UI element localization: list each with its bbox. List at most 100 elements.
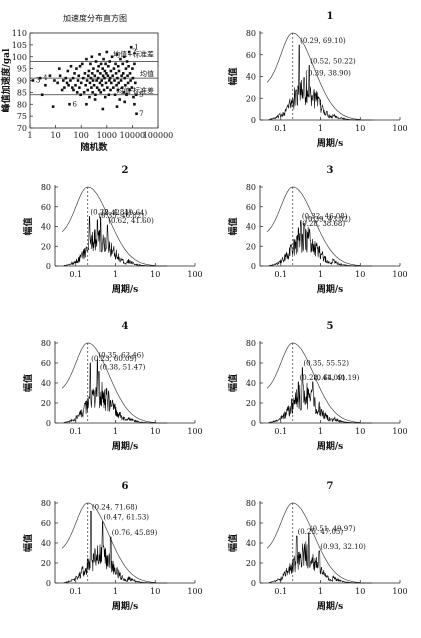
y-tick-label: 70 <box>17 124 27 133</box>
scatter-point <box>93 98 97 101</box>
y-tick-label: 80 <box>246 499 256 508</box>
y-tick-label: 80 <box>246 29 256 38</box>
scatter-point <box>85 79 89 82</box>
y-axis-label: 幅值 <box>22 217 34 235</box>
x-tick-label: 1 <box>318 427 323 436</box>
scatter-point <box>113 79 116 82</box>
y-tick-label: 40 <box>41 223 51 232</box>
reference-line-label: 均值+标准差 <box>113 50 154 59</box>
scatter-point <box>89 62 92 66</box>
scatter-point <box>87 74 90 78</box>
y-axis-label: 幅值 <box>22 374 34 392</box>
y-tick-label: 105 <box>12 41 27 50</box>
peak-annotation: (0.35, 63.46) <box>98 352 144 360</box>
scatter-point <box>85 57 88 61</box>
scatter-point <box>101 74 105 78</box>
scatter-point <box>121 62 125 66</box>
scatter-point <box>103 76 106 80</box>
peak-annotation: (0.64, 41.19) <box>314 374 360 382</box>
y-tick-label: 60 <box>41 519 51 528</box>
peak-annotation: (0.22, 4.81) <box>90 209 131 217</box>
y-tick-label: 80 <box>41 339 51 348</box>
peak-annotation: (0.93, 32.10) <box>320 543 366 551</box>
y-tick-label: 40 <box>246 223 256 232</box>
scatter-point <box>130 86 134 89</box>
x-tick-label: 10 <box>355 270 365 279</box>
scatter-point <box>123 100 126 104</box>
scatter-point <box>64 76 68 80</box>
x-tick-label: 100000 <box>143 131 174 140</box>
scatter-point <box>96 69 99 73</box>
peak-annotation: (0.35, 46.82) <box>98 212 144 220</box>
point-label: 6 <box>73 100 78 108</box>
peak-annotation: (0.39, 43.02) <box>305 216 351 224</box>
scatter-point <box>88 95 91 99</box>
x-tick-label: 10 <box>150 270 160 279</box>
scatter-point <box>127 50 131 54</box>
scatter-point <box>75 91 79 94</box>
scatter-point <box>101 107 105 111</box>
point-label: 3 <box>36 77 40 85</box>
scatter-point <box>82 91 86 94</box>
scatter-point <box>80 62 84 66</box>
y-tick-label: 60 <box>246 359 256 368</box>
y-tick-label: 20 <box>41 559 51 568</box>
scatter-point <box>119 79 123 82</box>
scatter-point <box>115 53 119 56</box>
scatter-point <box>116 64 120 68</box>
scatter-point <box>97 88 101 92</box>
x-axis-label: 周期/s <box>112 440 138 452</box>
y-tick-label: 60 <box>41 203 51 212</box>
scatter-point <box>102 57 105 61</box>
peak-annotation: (0.29, 69.10) <box>300 37 346 45</box>
scatter-point <box>111 74 114 78</box>
scatter-point <box>104 62 107 66</box>
x-tick-label: 10 <box>51 131 61 140</box>
scatter-point <box>121 72 125 75</box>
scatter-point <box>119 57 122 61</box>
x-tick-label: 10 <box>355 124 365 133</box>
x-tick-label: 10 <box>355 587 365 596</box>
envelope-curve <box>61 502 156 583</box>
x-tick-label: 1 <box>27 131 32 140</box>
scatter-point <box>67 83 70 87</box>
scatter-point <box>120 74 123 78</box>
scatter-point <box>79 81 83 85</box>
x-tick-label: 100 <box>392 124 407 133</box>
scatter-point <box>88 81 92 85</box>
y-tick-label: 80 <box>246 339 256 348</box>
spectrum-plot-3: 3 0 20 40 60 80 0.1 1 10 100 周期/s 幅值 (0.32, 46.08)(0… <box>227 165 408 295</box>
panel-title: 4 <box>122 321 129 332</box>
peak-annotation: (0.39, 38.90) <box>305 70 351 78</box>
y-tick-label: 20 <box>41 242 51 251</box>
scatter-point <box>110 55 114 59</box>
x-tick-label: 10 <box>355 427 365 436</box>
y-tick-label: 80 <box>41 499 51 508</box>
y-axis-label: 幅值 <box>22 534 34 552</box>
envelope-curve <box>266 342 361 423</box>
y-tick-label: 20 <box>246 242 256 251</box>
x-tick-label: 1 <box>318 587 323 596</box>
scatter-point <box>108 60 112 63</box>
x-tick-label: 1000 <box>97 131 117 140</box>
y-tick-label: 20 <box>246 399 256 408</box>
scatter-point <box>117 81 120 85</box>
scatter-point <box>81 76 85 80</box>
response-spectrum-line <box>268 44 373 121</box>
y-tick-label: 80 <box>41 183 51 192</box>
envelope-curve <box>61 342 156 423</box>
scatter-point <box>135 112 138 116</box>
scatter-point <box>99 91 103 94</box>
y-tick-label: 60 <box>246 51 256 60</box>
peak-annotation: (0.28, 41.09) <box>300 374 346 382</box>
y-tick-label: 85 <box>17 88 27 97</box>
scatter-point <box>115 105 119 108</box>
scatter-point <box>100 79 103 82</box>
scatter-point <box>96 76 100 80</box>
x-tick-label: 0.1 <box>69 587 82 596</box>
scatter-point <box>118 98 122 101</box>
y-tick-label: 40 <box>246 73 256 82</box>
scatter-point <box>114 62 117 66</box>
